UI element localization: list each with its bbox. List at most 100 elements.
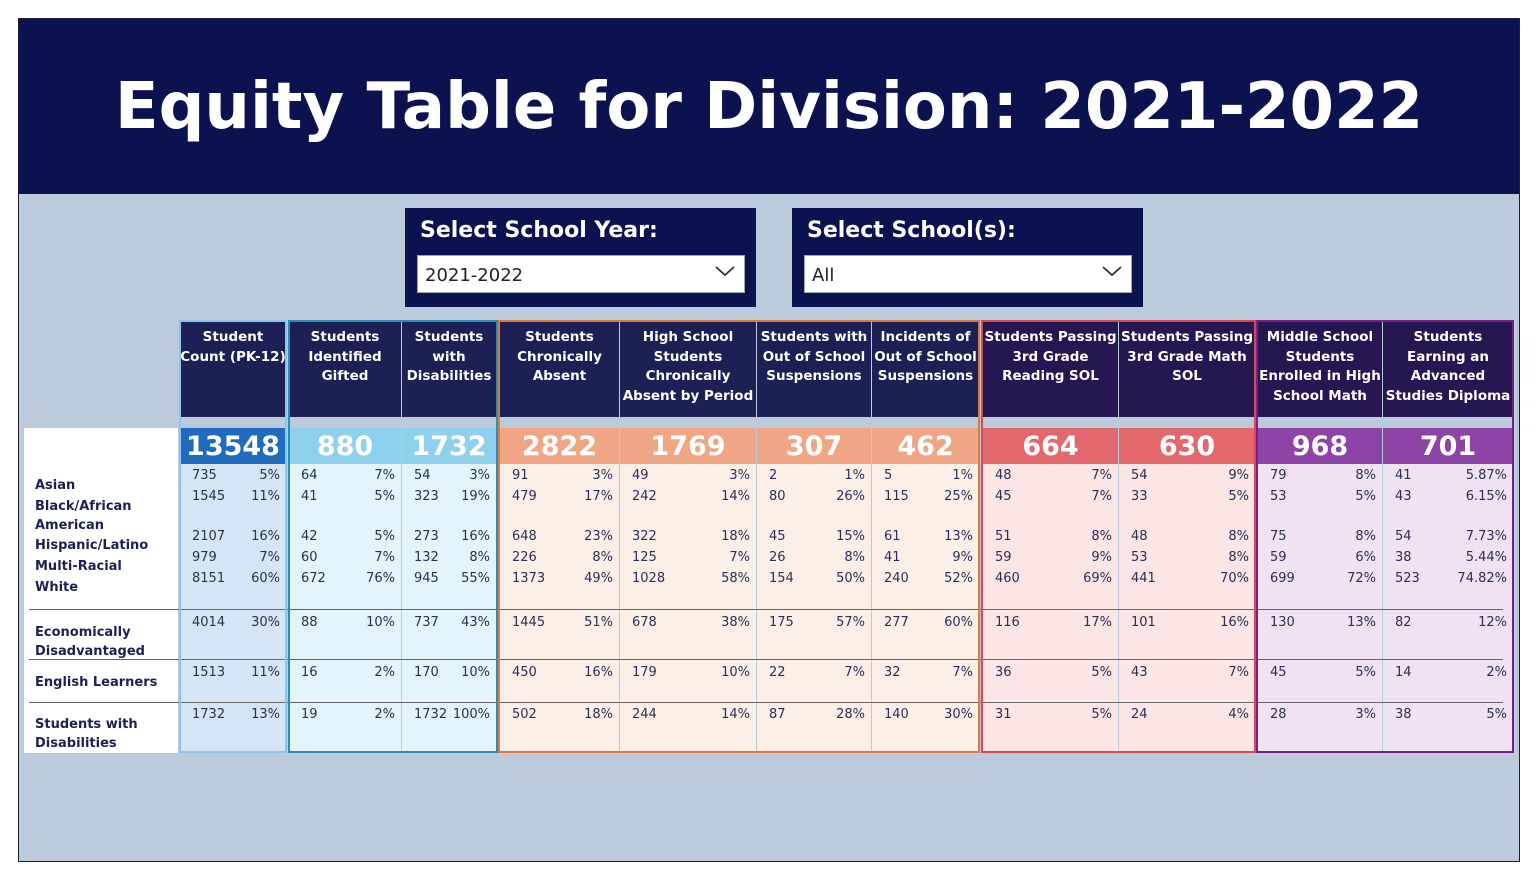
cell-count: 5 (884, 468, 893, 483)
column-total: 462 (872, 428, 979, 464)
cell-percent: 16% (251, 529, 280, 544)
cell-count: 672 (301, 571, 326, 586)
cell-percent: 13% (1347, 615, 1376, 630)
column-header: Students Earning an Advanced Studies Dip… (1383, 320, 1513, 417)
cell-count: 1028 (632, 571, 666, 586)
cell-count: 53 (1270, 489, 1287, 504)
cell-percent: 8% (844, 550, 865, 565)
cell-percent: 26% (836, 489, 865, 504)
column-total: 307 (757, 428, 871, 464)
cell-percent: 10% (366, 615, 395, 630)
cell-percent: 7% (952, 665, 973, 680)
cell-percent: 17% (1083, 615, 1112, 630)
cell-count: 2 (769, 468, 778, 483)
cell-count: 648 (512, 529, 537, 544)
school-year-value: 2021-2022 (425, 265, 524, 286)
cell-count: 32 (884, 665, 901, 680)
cell-percent: 72% (1347, 571, 1376, 586)
school-dropdown[interactable]: All (804, 255, 1132, 293)
column-header: Incidents of Out of School Suspensions (872, 320, 979, 417)
row-label-black: Black/African American (35, 499, 132, 533)
dashboard-frame: Equity Table for Division: 2021-2022 Sel… (18, 18, 1520, 862)
cell-percent: 8% (1091, 529, 1112, 544)
cell-percent: 8% (1355, 529, 1376, 544)
school-filter: Select School(s): All (792, 208, 1143, 307)
cell-count: 125 (632, 550, 657, 565)
column-body (1383, 464, 1513, 753)
column-body (500, 464, 619, 753)
school-year-label: Select School Year: (420, 218, 658, 243)
cell-percent: 30% (944, 707, 973, 722)
cell-percent: 18% (584, 707, 613, 722)
school-label: Select School(s): (807, 218, 1016, 243)
cell-count: 49 (632, 468, 649, 483)
cell-count: 226 (512, 550, 537, 565)
cell-percent: 5% (1355, 665, 1376, 680)
cell-percent: 7.73% (1465, 529, 1507, 544)
cell-percent: 3% (592, 468, 613, 483)
row-label-hispanic: Hispanic/Latino (35, 538, 149, 553)
cell-count: 80 (769, 489, 786, 504)
cell-percent: 76% (366, 571, 395, 586)
cell-percent: 13% (251, 707, 280, 722)
cell-count: 36 (995, 665, 1012, 680)
column-total: 664 (983, 428, 1118, 464)
cell-percent: 28% (836, 707, 865, 722)
cell-count: 277 (884, 615, 909, 630)
cell-percent: 11% (251, 489, 280, 504)
cell-percent: 55% (461, 571, 490, 586)
cell-percent: 8% (1228, 529, 1249, 544)
cell-percent: 3% (469, 468, 490, 483)
cell-count: 54 (414, 468, 431, 483)
cell-count: 38 (1395, 550, 1412, 565)
cell-count: 24 (1131, 707, 1148, 722)
school-year-filter: Select School Year: 2021-2022 (405, 208, 756, 307)
cell-count: 88 (301, 615, 318, 630)
cell-count: 91 (512, 468, 529, 483)
cell-count: 79 (1270, 468, 1287, 483)
cell-percent: 2% (374, 665, 395, 680)
cell-count: 170 (414, 665, 439, 680)
cell-count: 479 (512, 489, 537, 504)
cell-count: 82 (1395, 615, 1412, 630)
column-header: Students Passing 3rd Grade Reading SOL (983, 320, 1118, 417)
cell-count: 41 (884, 550, 901, 565)
cell-percent: 38% (721, 615, 750, 630)
cell-count: 323 (414, 489, 439, 504)
cell-percent: 13% (944, 529, 973, 544)
cell-count: 45 (1270, 665, 1287, 680)
cell-percent: 14% (721, 707, 750, 722)
cell-count: 1732 (414, 707, 448, 722)
cell-percent: 5% (1091, 707, 1112, 722)
cell-percent: 7% (259, 550, 280, 565)
cell-count: 43 (1131, 665, 1148, 680)
cell-percent: 16% (461, 529, 490, 544)
cell-percent: 7% (844, 665, 865, 680)
school-year-dropdown[interactable]: 2021-2022 (417, 255, 745, 293)
column-header: Students Identified Gifted (289, 320, 401, 417)
row-label-english-learners: English Learners (35, 675, 158, 690)
cell-percent: 8% (592, 550, 613, 565)
column-body (1119, 464, 1255, 753)
cell-percent: 8% (1355, 468, 1376, 483)
cell-percent: 7% (1091, 489, 1112, 504)
cell-percent: 57% (836, 615, 865, 630)
cell-percent: 5% (1355, 489, 1376, 504)
school-value: All (812, 265, 835, 286)
cell-count: 87 (769, 707, 786, 722)
cell-percent: 5% (374, 489, 395, 504)
cell-count: 42 (301, 529, 318, 544)
cell-count: 41 (1395, 468, 1412, 483)
cell-percent: 8% (1228, 550, 1249, 565)
cell-percent: 15% (836, 529, 865, 544)
cell-percent: 52% (944, 571, 973, 586)
cell-percent: 5.44% (1465, 550, 1507, 565)
cell-count: 48 (995, 468, 1012, 483)
cell-count: 1732 (192, 707, 226, 722)
cell-percent: 12% (1478, 615, 1507, 630)
cell-count: 945 (414, 571, 439, 586)
column-body (402, 464, 496, 753)
cell-count: 2107 (192, 529, 226, 544)
cell-count: 737 (414, 615, 439, 630)
cell-count: 101 (1131, 615, 1156, 630)
